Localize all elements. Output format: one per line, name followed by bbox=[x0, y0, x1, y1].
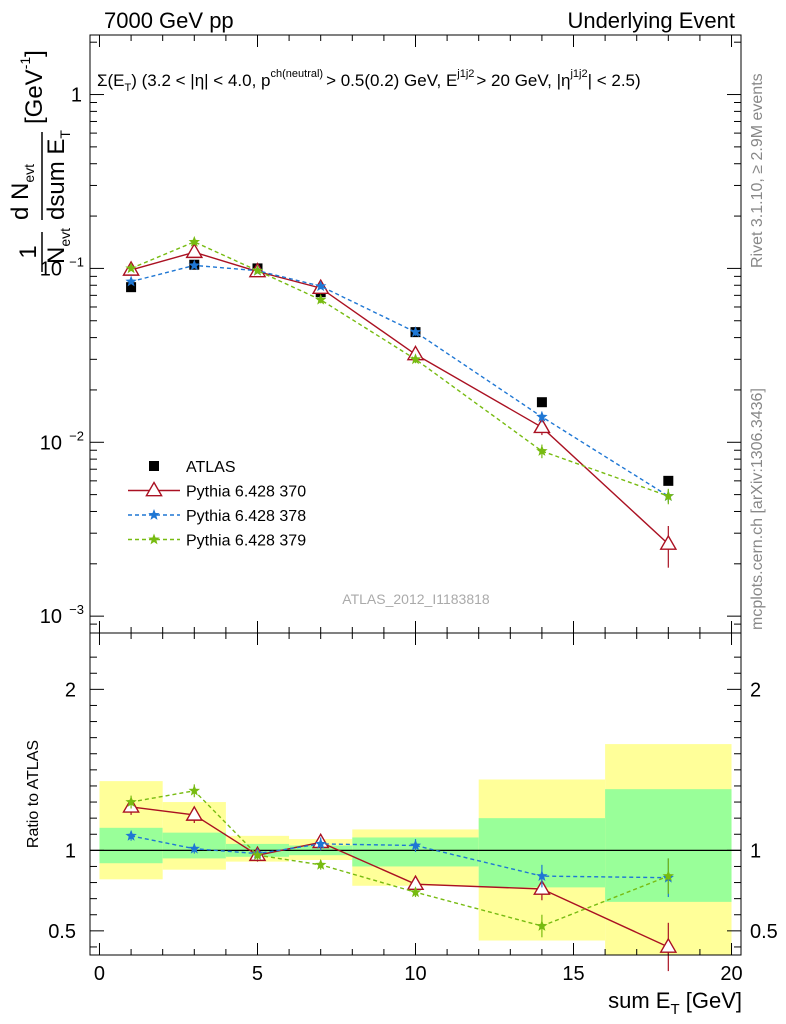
y-tick-label: 10 bbox=[40, 432, 62, 454]
x-tick-label: 20 bbox=[720, 963, 742, 985]
svg-text:Nevt: Nevt bbox=[43, 228, 73, 264]
header-right: Underlying Event bbox=[567, 8, 735, 33]
ratio-point bbox=[409, 886, 422, 898]
data-point bbox=[663, 475, 674, 486]
data-point bbox=[409, 326, 422, 337]
ratio-point bbox=[188, 784, 200, 796]
legend-marker bbox=[148, 533, 160, 545]
ratio-point bbox=[409, 839, 422, 851]
ratio-point bbox=[536, 870, 548, 881]
data-point bbox=[185, 242, 204, 259]
legend-label: Pythia 6.428 370 bbox=[186, 484, 306, 501]
ratio-point bbox=[188, 842, 200, 854]
mcplots-label: mcplots.cern.ch [arXiv:1306.3436] bbox=[749, 388, 766, 630]
ratio-y-tick-label: 2 bbox=[65, 679, 76, 701]
ratio-point bbox=[659, 937, 678, 953]
data-point bbox=[188, 235, 200, 247]
data-point bbox=[533, 417, 551, 434]
data-point bbox=[536, 410, 548, 422]
x-tick-label: 15 bbox=[562, 963, 584, 985]
legend-marker bbox=[148, 509, 160, 520]
data-point bbox=[659, 534, 678, 550]
data-point bbox=[315, 280, 327, 292]
svg-text:1: 1 bbox=[15, 245, 42, 258]
rivet-label: Rivet 3.1.10, ≥ 2.9M events bbox=[749, 73, 766, 268]
x-tick-label: 10 bbox=[404, 963, 426, 985]
ratio-point bbox=[536, 920, 548, 931]
y-tick-label: 1 bbox=[71, 85, 82, 107]
data-point bbox=[251, 264, 264, 276]
svg-text:d Nevt: d Nevt bbox=[7, 164, 37, 220]
ratio-point bbox=[315, 837, 327, 849]
ratio-point bbox=[185, 805, 204, 821]
ratio-y-tick-label-right: 0.5 bbox=[750, 921, 778, 943]
ratio-y-tick-label-right: 1 bbox=[750, 840, 761, 862]
data-point bbox=[315, 293, 327, 305]
x-tick-label: 0 bbox=[94, 963, 105, 985]
ratio-y-tick-label-right: 2 bbox=[750, 679, 761, 701]
legend-label: Pythia 6.428 379 bbox=[186, 533, 306, 550]
data-point bbox=[409, 353, 422, 365]
ratio-point bbox=[125, 829, 137, 841]
data-point bbox=[662, 490, 674, 501]
main-ylabel: 1 Nevt d Nevt dsum ET [GeV-1] bbox=[7, 50, 73, 272]
data-point bbox=[536, 445, 548, 456]
ratio-point bbox=[315, 858, 327, 870]
legend-marker bbox=[149, 461, 159, 471]
data-point bbox=[125, 262, 137, 274]
ratio-point bbox=[251, 849, 264, 860]
ratio-frame bbox=[89, 632, 742, 956]
series-line bbox=[130, 241, 669, 497]
y-tick-label-exponent: −2 bbox=[69, 428, 84, 443]
y-tick-label: 10 bbox=[40, 258, 62, 280]
ratio-point bbox=[125, 796, 137, 807]
x-tick-label: 5 bbox=[252, 963, 263, 985]
ratio-y-tick-label: 0.5 bbox=[48, 921, 76, 943]
svg-text:[GeV-1]: [GeV-1] bbox=[17, 50, 48, 124]
svg-text:dsum ET: dsum ET bbox=[43, 130, 73, 220]
ratio-ylabel: Ratio to ATLAS bbox=[25, 740, 42, 848]
xlabel: sum ET [GeV] bbox=[608, 988, 742, 1018]
ratio-panel: 0.5 0.51 12 20 5 10 15 20 bbox=[48, 633, 778, 985]
ratio-y-tick-label: 1 bbox=[65, 840, 76, 862]
y-tick-label: 10 bbox=[40, 606, 62, 628]
header-left: 7000 GeV pp bbox=[104, 8, 234, 33]
analysis-watermark: ATLAS_2012_I1183818 bbox=[342, 591, 490, 607]
y-tick-label-exponent: −3 bbox=[69, 602, 84, 617]
legend-marker bbox=[145, 481, 163, 497]
data-point bbox=[536, 397, 547, 408]
data-point bbox=[188, 259, 200, 271]
legend-label: Pythia 6.428 378 bbox=[186, 508, 306, 525]
y-tick-label-exponent: −1 bbox=[69, 254, 84, 269]
ratio-point bbox=[662, 870, 674, 881]
legend: ATLAS Pythia 6.428 370 Pythia 6.428 378 Pyt… bbox=[128, 459, 306, 550]
data-point bbox=[125, 275, 137, 287]
main-title: Σ(ET) (3.2 < |η| < 4.0, pch(neutral) > 0.… bbox=[97, 68, 641, 94]
main-panel: 1 10 −1 10 −2 10 −3 bbox=[40, 35, 741, 634]
data-point bbox=[126, 282, 137, 293]
legend-label: ATLAS bbox=[186, 459, 236, 476]
ratio-point bbox=[533, 879, 551, 895]
